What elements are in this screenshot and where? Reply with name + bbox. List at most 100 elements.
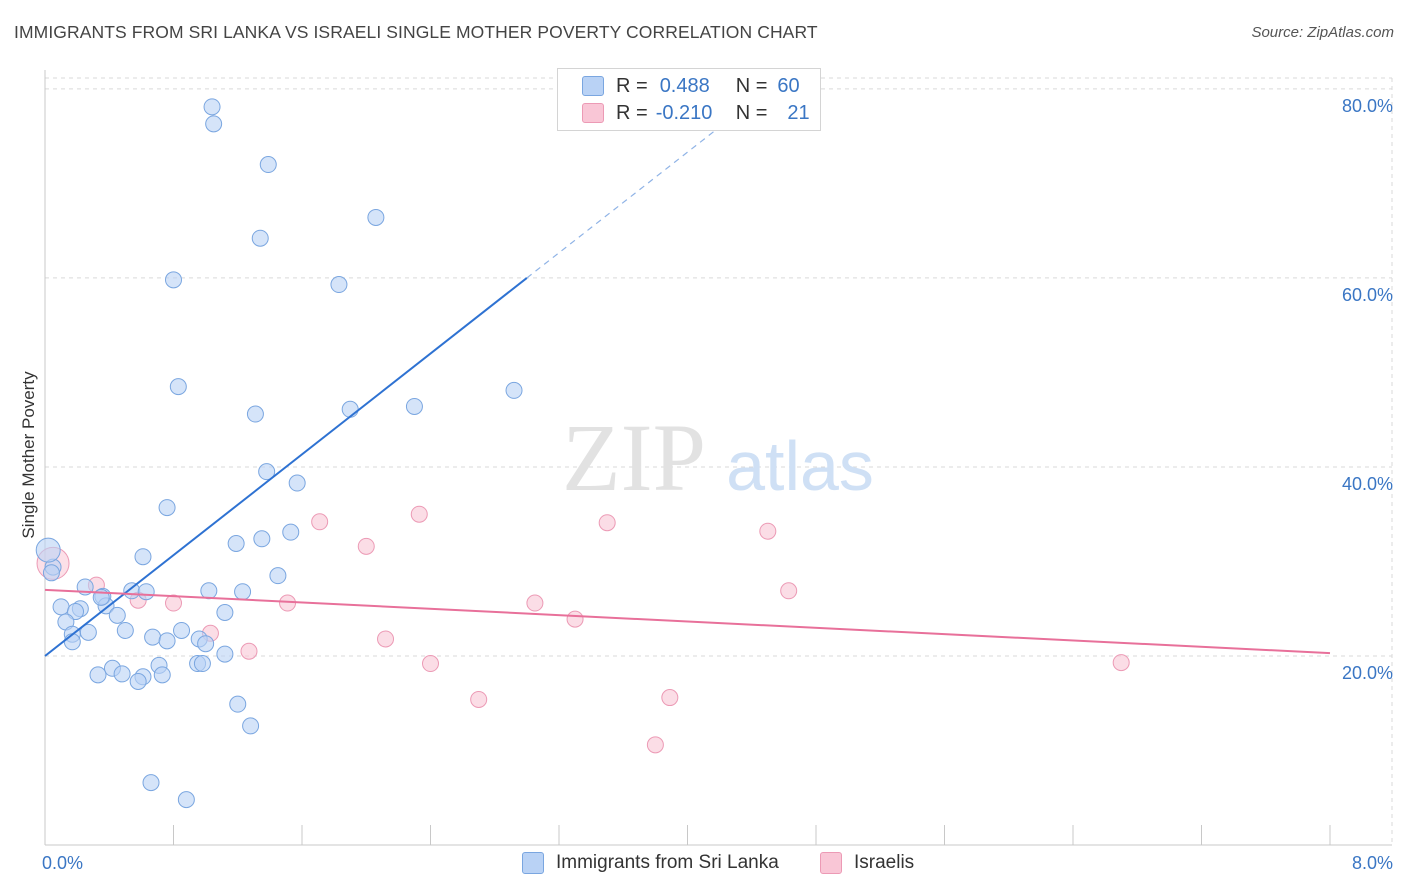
sri-lanka-point xyxy=(177,791,195,809)
israelis-point xyxy=(311,513,329,531)
israelis-points xyxy=(36,505,1130,754)
sri-lanka-point xyxy=(123,582,141,600)
israelis-point xyxy=(410,505,428,523)
source-label: Source: ZipAtlas.com xyxy=(1251,24,1394,41)
sri-lanka-trend-extension xyxy=(526,113,737,279)
legend-n-value: 21 xyxy=(787,101,810,124)
sri-lanka-point xyxy=(67,603,85,621)
sri-lanka-point xyxy=(505,381,523,399)
israelis-point xyxy=(377,630,395,648)
legend-r-value: 0.488 xyxy=(659,74,710,97)
sri-lanka-point xyxy=(42,564,60,582)
legend-n-value: 60 xyxy=(777,74,800,97)
israelis-trend-line xyxy=(44,588,1331,655)
sri-lanka-point xyxy=(137,583,155,601)
legend-r-value: -0.210 xyxy=(655,101,713,124)
legend-item-israelis: Israelis xyxy=(820,852,914,874)
sri-lanka-point xyxy=(129,672,147,690)
legend-n-label: N = xyxy=(735,74,768,97)
sri-lanka-point xyxy=(193,655,211,673)
sri-lanka-point xyxy=(158,499,176,517)
legend-row-israelis: R = -0.210 N = 21 xyxy=(582,100,810,126)
israelis-point xyxy=(165,594,182,612)
israelis-point xyxy=(279,594,297,612)
sri-lanka-point xyxy=(282,523,300,541)
legend-row-sri-lanka: R = 0.488 N = 60 xyxy=(582,73,800,99)
sri-lanka-point xyxy=(330,276,348,294)
legend-n-label: N = xyxy=(735,101,768,124)
israelis-point xyxy=(646,736,664,754)
chart-title: IMMIGRANTS FROM SRI LANKA VS ISRAELI SIN… xyxy=(14,22,818,42)
legend-swatch-pink xyxy=(820,852,842,874)
sri-lanka-point xyxy=(35,537,61,563)
sri-lanka-point xyxy=(216,604,234,621)
sri-lanka-point xyxy=(108,606,126,624)
sri-lanka-point xyxy=(158,632,176,650)
legend-label-israelis: Israelis xyxy=(854,852,915,873)
sri-lanka-point xyxy=(246,405,264,423)
legend-r-label: R = xyxy=(616,74,648,97)
sri-lanka-point xyxy=(153,666,171,684)
y-tick-label: 80.0% xyxy=(1342,96,1393,116)
israelis-point xyxy=(566,610,584,628)
x-tick-label: 0.0% xyxy=(42,853,83,873)
israelis-point xyxy=(780,582,798,600)
sri-lanka-point xyxy=(203,98,221,116)
legend-r-label: R = xyxy=(616,101,648,124)
y-tick-label: 20.0% xyxy=(1342,663,1393,683)
watermark-zip: ZIP xyxy=(562,404,706,511)
sri-lanka-point xyxy=(242,717,260,735)
trend-lines xyxy=(44,113,1331,657)
axes xyxy=(44,70,1392,846)
watermark: ZIP atlas xyxy=(562,404,874,511)
sri-lanka-point xyxy=(63,633,81,651)
tick-labels: 20.0% 40.0% 60.0% 80.0% 0.0% 8.0% xyxy=(42,96,1393,873)
sri-lanka-point xyxy=(229,695,247,713)
israelis-point xyxy=(240,642,258,660)
sri-lanka-point xyxy=(200,582,218,600)
sri-lanka-point xyxy=(197,635,215,653)
legend-swatch-blue xyxy=(522,852,544,874)
y-tick-label: 40.0% xyxy=(1342,474,1393,494)
israelis-point xyxy=(759,522,777,540)
sri-lanka-point xyxy=(269,567,287,585)
sri-lanka-point xyxy=(52,598,70,616)
sri-lanka-point xyxy=(288,474,306,492)
sri-lanka-point xyxy=(144,628,162,646)
sri-lanka-points xyxy=(35,98,523,809)
israelis-point xyxy=(422,655,439,673)
israelis-point xyxy=(526,594,544,612)
israelis-point xyxy=(357,537,375,555)
sri-lanka-point xyxy=(173,621,191,639)
sri-lanka-point xyxy=(142,774,160,792)
sri-lanka-point xyxy=(134,548,152,566)
stats-legend: R = 0.488 N = 60 R = -0.210 N = 21 xyxy=(557,68,821,131)
sri-lanka-point xyxy=(113,665,131,683)
sri-lanka-point xyxy=(367,208,385,226)
sri-lanka-point xyxy=(205,115,223,133)
sri-lanka-point xyxy=(251,229,269,247)
israelis-point xyxy=(661,689,679,707)
sri-lanka-point xyxy=(405,397,423,415)
sri-lanka-point xyxy=(169,378,187,396)
sri-lanka-point xyxy=(259,156,277,174)
legend-swatch-blue xyxy=(582,76,604,96)
sri-lanka-point xyxy=(89,666,107,684)
legend-swatch-pink xyxy=(582,103,604,123)
y-tick-label: 60.0% xyxy=(1342,285,1393,305)
israelis-point xyxy=(1112,654,1130,672)
watermark-atlas: atlas xyxy=(726,427,874,505)
israelis-point xyxy=(598,514,616,532)
israelis-point xyxy=(470,690,488,708)
legend-item-sri-lanka: Immigrants from Sri Lanka xyxy=(522,852,779,874)
sri-lanka-point xyxy=(227,535,245,553)
legend-label-sri-lanka: Immigrants from Sri Lanka xyxy=(556,852,779,873)
series-legend: Immigrants from Sri Lanka Israelis xyxy=(0,852,1406,876)
y-axis-label: Single Mother Poverty xyxy=(19,371,38,539)
sri-lanka-point xyxy=(253,530,271,548)
sri-lanka-point xyxy=(116,621,134,639)
sri-lanka-point xyxy=(216,645,234,663)
sri-lanka-point xyxy=(341,400,359,418)
sri-lanka-point xyxy=(258,463,276,481)
